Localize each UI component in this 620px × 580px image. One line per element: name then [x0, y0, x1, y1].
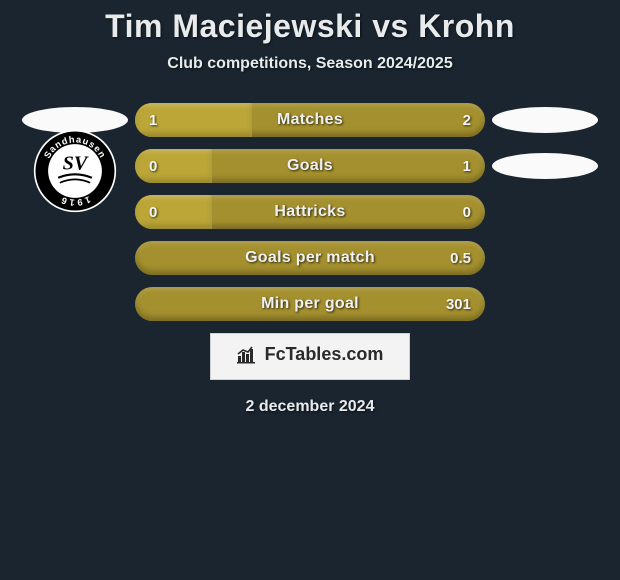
- club-badge-placeholder: [492, 153, 598, 179]
- stat-row: Sandhausen 1916 SV 0 Goals 1: [0, 149, 620, 183]
- stat-right-value: 301: [446, 287, 471, 321]
- left-club-badge-slot: Sandhausen 1916 SV: [15, 149, 135, 183]
- container: Tim Maciejewski vs Krohn Club competitio…: [0, 0, 620, 416]
- subtitle: Club competitions, Season 2024/2025: [0, 55, 620, 73]
- player-photo-placeholder: [492, 107, 598, 133]
- stat-label: Hattricks: [135, 195, 485, 229]
- fctables-label: FcTables.com: [265, 344, 384, 365]
- stat-label: Goals per match: [135, 241, 485, 275]
- stat-right-value: 2: [463, 103, 471, 137]
- stat-right-value: 0: [463, 195, 471, 229]
- stat-label: Goals: [135, 149, 485, 183]
- stat-row: Min per goal 301: [0, 287, 620, 321]
- svg-text:SV: SV: [63, 152, 89, 174]
- right-spacer: [485, 287, 605, 321]
- right-club-badge-slot: [485, 149, 605, 183]
- stat-bar-gpm: Goals per match 0.5: [135, 241, 485, 275]
- stat-bar-matches: 1 Matches 2: [135, 103, 485, 137]
- club-badge-sandhausen: Sandhausen 1916 SV: [33, 129, 117, 213]
- right-player-photo-slot: [485, 103, 605, 137]
- stat-bar-hattricks: 0 Hattricks 0: [135, 195, 485, 229]
- stat-right-value: 1: [463, 149, 471, 183]
- stat-bar-goals: 0 Goals 1: [135, 149, 485, 183]
- stat-bar-mpg: Min per goal 301: [135, 287, 485, 321]
- stat-label: Min per goal: [135, 287, 485, 321]
- left-spacer: [15, 287, 135, 321]
- left-spacer: [15, 241, 135, 275]
- right-spacer: [485, 241, 605, 275]
- footer: FcTables.com 2 december 2024: [0, 333, 620, 416]
- bar-chart-icon: [237, 346, 259, 364]
- page-title: Tim Maciejewski vs Krohn: [0, 8, 620, 45]
- fctables-watermark: FcTables.com: [210, 333, 411, 380]
- right-spacer: [485, 195, 605, 229]
- stat-right-value: 0.5: [450, 241, 471, 275]
- stat-row: Goals per match 0.5: [0, 241, 620, 275]
- date-stamp: 2 december 2024: [0, 398, 620, 416]
- stat-label: Matches: [135, 103, 485, 137]
